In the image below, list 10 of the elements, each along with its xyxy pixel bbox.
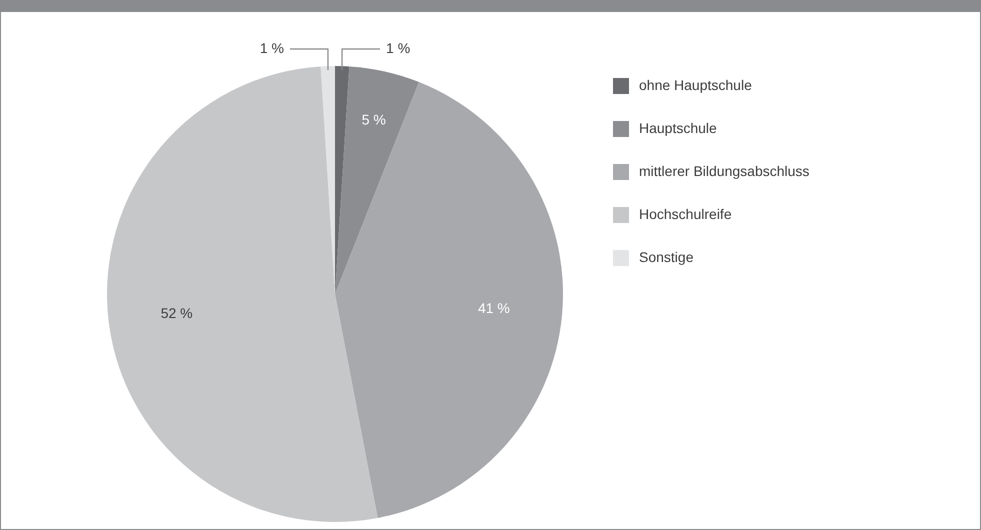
data-label: 52 % xyxy=(160,304,193,321)
legend-label: Hochschulreife xyxy=(639,206,732,222)
data-label: 5 % xyxy=(362,111,386,128)
data-label: 41 % xyxy=(478,300,510,316)
legend-label: ohne Hauptschule xyxy=(639,76,752,93)
data-label: 1 % xyxy=(260,40,284,56)
data-label: 1 % xyxy=(386,40,410,56)
legend-label: mittlerer Bildungsabschluss xyxy=(639,162,810,179)
legend-label: Sonstige xyxy=(639,248,694,265)
legend-label: Hauptschule xyxy=(639,120,718,136)
